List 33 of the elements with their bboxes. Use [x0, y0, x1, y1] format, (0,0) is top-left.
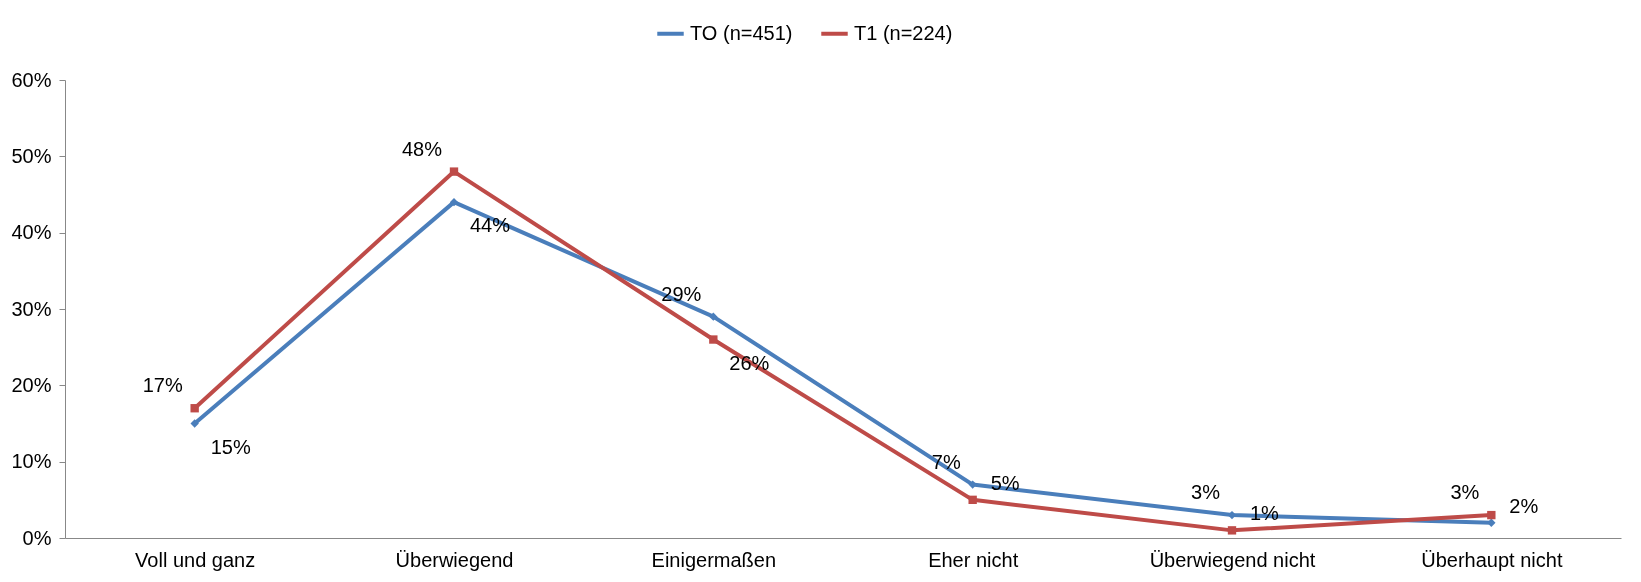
- point: [709, 335, 718, 344]
- data-label: 3%: [1450, 481, 1480, 504]
- x-tick-label: Voll und ganz: [135, 548, 256, 571]
- x-tick-label: Überwiegend: [395, 548, 514, 571]
- x-tick-label: Eher nicht: [928, 548, 1019, 571]
- point: [449, 167, 459, 176]
- x-tick-label: Überwiegend nicht: [1149, 548, 1316, 571]
- point: [1487, 518, 1496, 527]
- data-label: 2%: [1509, 494, 1539, 517]
- x-tick-label: Einigermaßen: [651, 548, 777, 571]
- point: [1487, 510, 1496, 520]
- data-label: 17%: [142, 374, 183, 397]
- data-label: 15%: [210, 435, 251, 458]
- point: [449, 197, 459, 207]
- y-tick-label: 30%: [11, 297, 52, 320]
- legend-label: T1 (n=224): [854, 21, 953, 44]
- point: [190, 419, 199, 428]
- data-label: 29%: [661, 282, 702, 305]
- y-tick-label: 10%: [11, 450, 52, 473]
- legend-label: TO (n=451): [690, 21, 793, 44]
- y-tick-label: 0%: [22, 526, 52, 549]
- data-label: 44%: [470, 214, 511, 237]
- point: [190, 404, 199, 413]
- y-tick-label: 50%: [11, 144, 52, 167]
- y-tick-label: 40%: [11, 221, 52, 244]
- point: [1227, 526, 1237, 535]
- y-tick-label: 20%: [11, 373, 52, 396]
- x-tick-label: Überhaupt nicht: [1421, 548, 1563, 571]
- point: [968, 495, 977, 505]
- point: [709, 312, 718, 321]
- data-label: 3%: [1191, 481, 1221, 504]
- data-label: 48%: [401, 137, 443, 160]
- y-tick-label: 60%: [11, 68, 52, 91]
